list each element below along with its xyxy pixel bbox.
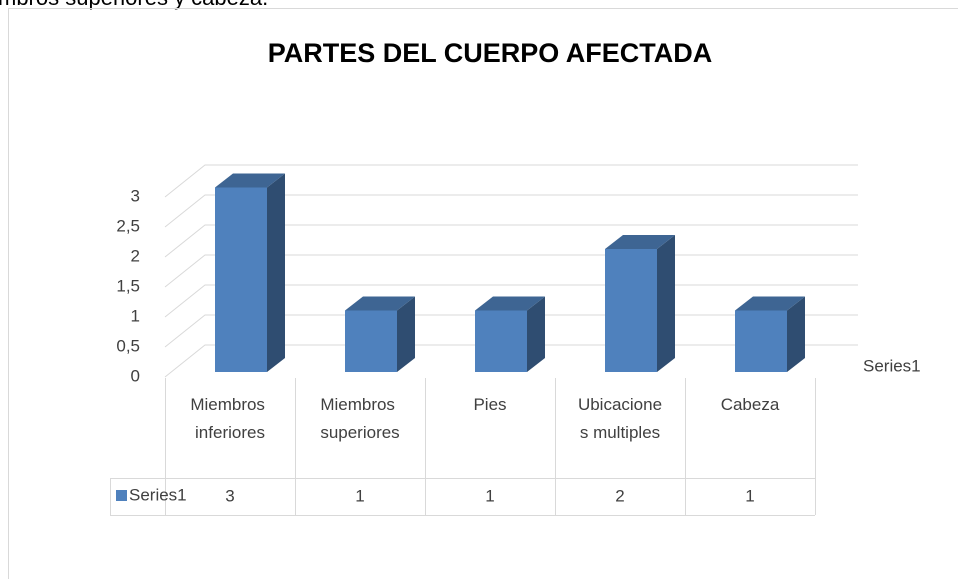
x-tick-label: Cabeza xyxy=(721,395,780,414)
bar xyxy=(605,249,657,372)
y-tick-label: 1 xyxy=(131,306,140,325)
table-value: 3 xyxy=(225,486,234,505)
table-value: 1 xyxy=(485,486,494,505)
x-tick-label: Pies xyxy=(473,395,506,414)
bar-top xyxy=(475,296,545,311)
grid-line xyxy=(164,164,858,198)
bar xyxy=(735,310,787,372)
table-value: 2 xyxy=(615,486,624,505)
y-tick-label: 3 xyxy=(131,186,140,205)
caption: mbros superiores y cabeza. xyxy=(0,0,268,10)
bar-side xyxy=(267,173,285,372)
bar xyxy=(345,310,397,372)
bar-top xyxy=(605,235,675,249)
y-tick-label: 0 xyxy=(131,366,140,385)
table-series-name: Series1 xyxy=(129,485,187,504)
bar-side xyxy=(657,235,675,372)
y-tick-label: 2,5 xyxy=(116,216,140,235)
legend-label: Series1 xyxy=(863,356,921,375)
table-value: 1 xyxy=(355,486,364,505)
chart-title: PARTES DEL CUERPO AFECTADA xyxy=(268,38,713,68)
table-value: 1 xyxy=(745,486,754,505)
bar-top xyxy=(215,173,285,188)
grid-line xyxy=(164,194,858,228)
y-tick-label: 0,5 xyxy=(116,336,140,355)
bar-side xyxy=(787,296,805,372)
bar-top xyxy=(345,296,415,311)
bar xyxy=(475,310,527,372)
y-tick-label: 1,5 xyxy=(116,276,140,295)
y-tick-label: 2 xyxy=(131,246,140,265)
x-tick-label: Miembros inferiores xyxy=(190,395,269,442)
bar-side xyxy=(397,296,415,372)
x-tick-label: Ubicacione s multiples xyxy=(578,395,662,442)
legend-key xyxy=(116,490,127,501)
x-tick-label: Miembros superiores xyxy=(320,395,399,442)
bar-top xyxy=(735,296,805,311)
bar-side xyxy=(527,296,545,372)
bar xyxy=(215,187,267,372)
grid-line xyxy=(164,224,858,258)
